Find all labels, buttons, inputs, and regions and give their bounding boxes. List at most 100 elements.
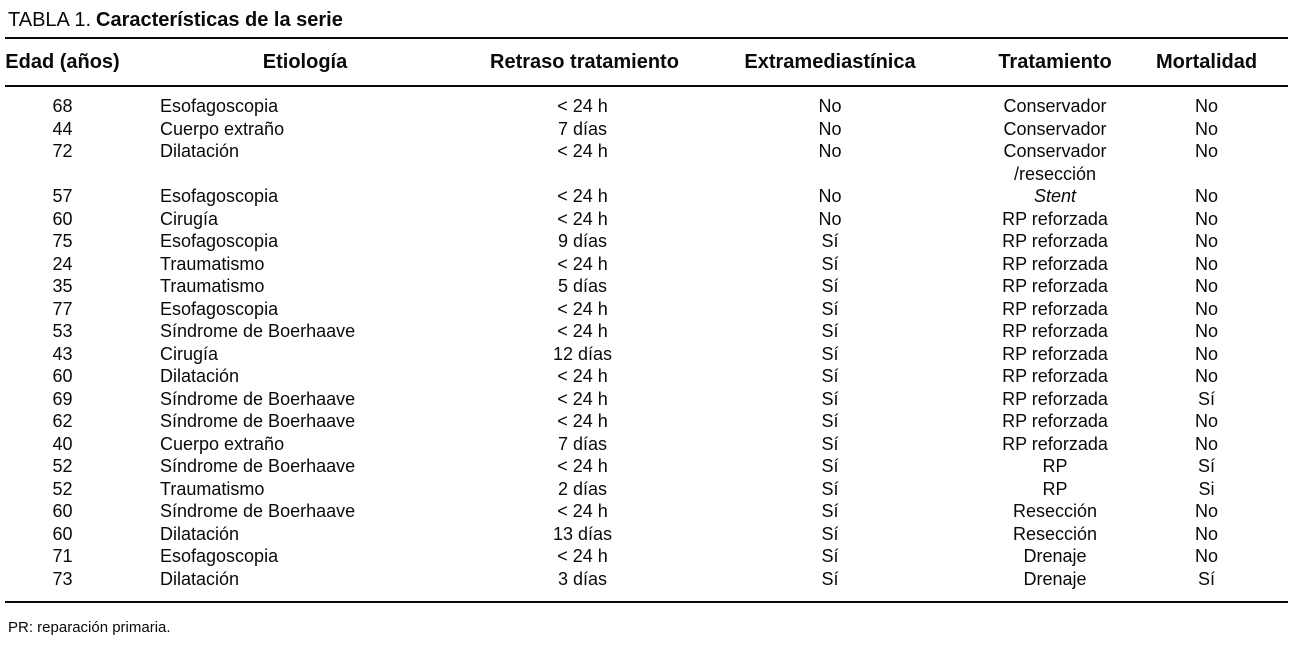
cell-etiologia: Dilatación <box>160 523 240 544</box>
cell-etiologia: Síndrome de Boerhaave <box>160 501 356 521</box>
header-row: Edad (años) Etiología Retraso tratamiento E… <box>5 38 1288 87</box>
cell-etiologia: Síndrome de Boerhaave <box>160 411 356 431</box>
cell-etiologia: Cirugía <box>160 343 219 364</box>
cell-retraso-tratamiento: < 24 h <box>557 546 608 566</box>
table-row: 62 Síndrome de Boerhaave < 24 h Sí RP reforz… <box>5 410 1288 433</box>
cell-retraso-tratamiento: < 24 h <box>557 186 608 206</box>
cell-edad: 60 <box>52 366 73 386</box>
cell-extramediastinica: Sí <box>821 231 839 251</box>
table-row: 35 Traumatismo 5 días Sí RP reforzada No <box>5 275 1288 298</box>
table-title: TABLA 1. Características de la serie <box>5 9 1288 31</box>
paper-table-page: TABLA 1. Características de la serie Edad… <box>0 9 1293 655</box>
column-header-etiologia: Etiología <box>120 38 490 87</box>
cell-extramediastinica: Sí <box>821 433 839 454</box>
cell-edad: 60 <box>52 501 73 521</box>
cell-etiologia: Síndrome de Boerhaave <box>160 388 356 409</box>
cell-retraso-tratamiento: 5 días <box>557 276 608 296</box>
cell-retraso-tratamiento: < 24 h <box>557 253 608 274</box>
cell-retraso-tratamiento: 2 días <box>557 478 608 499</box>
cell-retraso-tratamiento: < 24 h <box>557 456 608 476</box>
table-row: 60 Dilatación 13 días Sí Resección No <box>5 523 1288 546</box>
cell-tratamiento: RP reforzada <box>1002 253 1108 274</box>
cell-edad: 44 <box>52 118 73 139</box>
cell-mortalidad: Sí <box>1197 388 1215 409</box>
cell-extramediastinica: Sí <box>821 523 839 544</box>
table-row: 75 Esofagoscopia 9 días Sí RP reforzada No <box>5 230 1288 253</box>
cell-extramediastinica: Sí <box>821 411 839 431</box>
cell-tratamiento: Drenaje <box>1023 568 1087 589</box>
cell-mortalidad: No <box>1194 501 1218 521</box>
cell-edad: 71 <box>52 546 73 566</box>
table-caption: Características de la serie <box>96 9 343 31</box>
column-header-edad: Edad (años) <box>5 38 120 87</box>
cell-etiologia: Traumatismo <box>160 253 265 274</box>
cell-edad: 52 <box>52 478 73 499</box>
table-row: 60 Cirugía < 24 h No RP reforzada No <box>5 208 1288 231</box>
cell-extramediastinica: Sí <box>821 568 839 589</box>
cell-retraso-tratamiento: < 24 h <box>557 501 608 521</box>
cell-edad: 43 <box>52 343 73 364</box>
cell-tratamiento: Stent <box>1033 186 1077 206</box>
cell-tratamiento: Conservador <box>1003 118 1107 139</box>
cell-edad: 52 <box>52 456 73 476</box>
cell-edad: 62 <box>52 411 73 431</box>
table-row: 60 Dilatación < 24 h Sí RP reforzada No <box>5 365 1288 388</box>
cell-edad: 68 <box>52 96 73 116</box>
cell-etiologia: Esofagoscopia <box>160 231 279 251</box>
table-row: 60 Síndrome de Boerhaave < 24 h Sí Resección… <box>5 500 1288 523</box>
table-row: 44 Cuerpo extraño 7 días No Conservador No <box>5 118 1288 141</box>
cell-etiologia: Cuerpo extraño <box>160 118 285 139</box>
cell-mortalidad: No <box>1194 298 1218 319</box>
cell-mortalidad: No <box>1194 118 1218 139</box>
cell-etiologia: Cirugía <box>160 208 219 229</box>
cell-etiologia: Cuerpo extraño <box>160 433 285 454</box>
cell-edad: 77 <box>52 298 73 319</box>
cell-retraso-tratamiento: 3 días <box>557 568 608 589</box>
cell-extramediastinica: Sí <box>821 366 839 386</box>
cell-mortalidad: Si <box>1198 478 1215 499</box>
cell-retraso-tratamiento: 13 días <box>552 523 613 544</box>
cell-retraso-tratamiento: < 24 h <box>557 321 608 341</box>
cell-tratamiento: RP reforzada <box>1002 411 1108 431</box>
table-row: 52 Síndrome de Boerhaave < 24 h Sí RP Sí <box>5 455 1288 478</box>
cell-retraso-tratamiento: 7 días <box>557 433 608 454</box>
cell-extramediastinica: Sí <box>821 388 839 409</box>
cell-mortalidad: No <box>1194 186 1218 206</box>
table-row: 52 Traumatismo 2 días Sí RP Si <box>5 478 1288 501</box>
cell-extramediastinica: Sí <box>821 456 839 476</box>
cell-retraso-tratamiento: < 24 h <box>557 411 608 431</box>
cell-extramediastinica: No <box>818 96 842 116</box>
cell-mortalidad: No <box>1194 321 1218 341</box>
cell-etiologia: Dilatación <box>160 141 240 161</box>
table-footnote: PR: reparación primaria. <box>8 619 171 636</box>
cell-etiologia: Traumatismo <box>160 478 265 499</box>
cell-tratamiento: RP reforzada <box>1002 208 1108 229</box>
cell-retraso-tratamiento: < 24 h <box>557 141 608 161</box>
cell-etiologia: Traumatismo <box>160 276 265 296</box>
table-row: 71 Esofagoscopia < 24 h Sí Drenaje No <box>5 545 1288 568</box>
cell-mortalidad: No <box>1194 411 1218 431</box>
cell-tratamiento: RP reforzada <box>1002 231 1108 251</box>
cell-mortalidad: Sí <box>1197 568 1215 589</box>
cell-tratamiento: Resección <box>1012 523 1098 544</box>
cell-tratamiento: RP reforzada <box>1002 366 1108 386</box>
cell-edad: 72 <box>52 141 73 161</box>
cell-extramediastinica: Sí <box>821 298 839 319</box>
cell-etiologia: Esofagoscopia <box>160 298 279 319</box>
cell-etiologia: Dilatación <box>160 568 240 589</box>
cell-extramediastinica: Sí <box>821 501 839 521</box>
cell-tratamiento: RP reforzada <box>1002 433 1108 454</box>
cell-extramediastinica: No <box>818 186 842 206</box>
cell-mortalidad: No <box>1194 231 1218 251</box>
cell-etiologia: Síndrome de Boerhaave <box>160 456 356 476</box>
cell-extramediastinica: Sí <box>821 546 839 566</box>
cell-mortalidad: No <box>1194 253 1218 274</box>
cell-mortalidad: No <box>1194 276 1218 296</box>
table-row: 24 Traumatismo < 24 h Sí RP reforzada No <box>5 253 1288 276</box>
cell-mortalidad: Sí <box>1197 456 1215 476</box>
cell-etiologia: Esofagoscopia <box>160 186 279 206</box>
cell-edad: 60 <box>52 208 73 229</box>
cell-retraso-tratamiento: 7 días <box>557 118 608 139</box>
table-row: 69 Síndrome de Boerhaave < 24 h Sí RP reforz… <box>5 388 1288 411</box>
column-header-mortalidad: Mortalidad <box>1125 38 1288 87</box>
